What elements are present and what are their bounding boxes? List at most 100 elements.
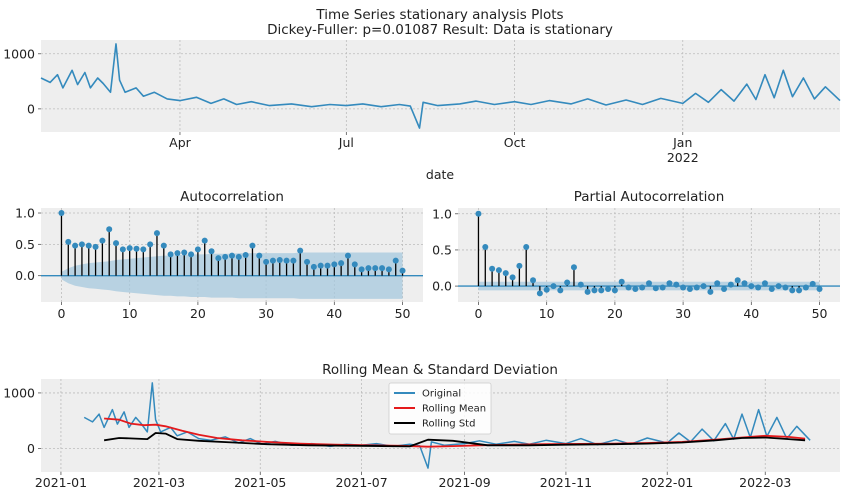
acf-marker xyxy=(379,265,386,272)
acf-marker xyxy=(385,266,392,273)
pacf-marker xyxy=(652,285,659,292)
acf-xtick-label: 30 xyxy=(258,306,274,321)
pacf-marker xyxy=(591,287,598,294)
pacf-xtick-label: 20 xyxy=(607,306,623,321)
pacf-marker xyxy=(523,244,530,251)
pacf-marker xyxy=(659,284,666,291)
pacf-marker xyxy=(536,290,543,297)
pacf-marker xyxy=(605,285,612,292)
pacf-marker xyxy=(475,210,482,217)
pacf-marker xyxy=(489,265,496,272)
rolling-xtick-label: 2021-05 xyxy=(234,475,286,490)
pacf-marker xyxy=(714,280,721,287)
acf-marker xyxy=(222,253,229,260)
rolling-xtick-label: 2022-03 xyxy=(739,475,791,490)
acf-marker xyxy=(249,242,256,249)
acf-title: Autocorrelation xyxy=(180,189,284,205)
acf-panel: Autocorrelation 0 10 20 30 40 50 0.0 0.5 1.0 xyxy=(15,189,423,321)
acf-marker xyxy=(344,252,351,259)
acf-marker xyxy=(113,240,120,247)
pacf-marker xyxy=(693,284,700,291)
pacf-marker xyxy=(761,280,768,287)
pacf-marker xyxy=(666,280,673,287)
pacf-marker xyxy=(611,287,618,294)
pacf-marker xyxy=(775,283,782,290)
acf-marker xyxy=(119,246,126,253)
acf-marker xyxy=(351,261,358,268)
acf-marker xyxy=(283,257,290,264)
timeseries-ytick-label: 1000 xyxy=(3,46,35,61)
rolling-ytick-label: 0 xyxy=(27,441,35,456)
pacf-marker xyxy=(686,285,693,292)
pacf-marker xyxy=(796,287,803,294)
timeseries-series-line xyxy=(40,43,841,129)
pacf-marker xyxy=(564,279,571,286)
rolling-title: Rolling Mean & Standard Deviation xyxy=(322,362,558,378)
pacf-xtick-label: 0 xyxy=(474,306,482,321)
timeseries-xtick-label: Oct xyxy=(504,135,526,150)
acf-marker xyxy=(392,257,399,264)
pacf-marker xyxy=(680,284,687,291)
acf-marker xyxy=(229,252,235,259)
rolling-legend-box xyxy=(388,382,492,435)
acf-marker xyxy=(181,249,188,256)
acf-marker xyxy=(215,255,222,262)
pacf-marker xyxy=(557,287,564,294)
pacf-marker xyxy=(707,288,714,295)
timeseries-xtick-sublabel: 2022 xyxy=(667,150,699,165)
timeseries-xtick-label: Apr xyxy=(169,135,191,150)
acf-marker xyxy=(140,246,147,253)
acf-xtick-label: 0 xyxy=(57,306,65,321)
rolling-legend-label: Rolling Std xyxy=(422,419,475,430)
rolling-legend-label: Original xyxy=(422,389,461,400)
pacf-xtick-label: 10 xyxy=(539,306,555,321)
acf-marker xyxy=(365,265,372,272)
pacf-panel: Partial Autocorrelation 0 10 20 30 40 50 0.0 0.5… xyxy=(432,189,840,321)
acf-marker xyxy=(399,267,406,274)
pacf-marker xyxy=(577,281,584,288)
timeseries-xtick-label: Jan xyxy=(672,135,692,150)
acf-marker xyxy=(72,242,79,249)
pacf-marker xyxy=(502,270,509,277)
acf-marker xyxy=(338,260,345,267)
pacf-marker xyxy=(755,284,762,291)
pacf-xtick-label: 40 xyxy=(743,306,759,321)
rolling-panel: Rolling Mean & Standard Deviation 2021-01… xyxy=(3,362,840,490)
rolling-xtick-label: 2021-11 xyxy=(540,475,592,490)
pacf-marker xyxy=(625,284,632,291)
acf-marker xyxy=(201,237,208,244)
acf-marker xyxy=(58,210,65,217)
rolling-original-line xyxy=(83,382,811,469)
pacf-marker xyxy=(789,287,796,294)
acf-marker xyxy=(160,242,167,249)
acf-marker xyxy=(235,253,242,260)
pacf-marker xyxy=(809,280,816,287)
acf-marker xyxy=(65,238,72,245)
acf-marker xyxy=(372,265,379,272)
figure-title-line1: Time Series stationary analysis Plots xyxy=(315,7,563,23)
pacf-marker xyxy=(782,284,789,291)
acf-xtick-label: 20 xyxy=(190,306,206,321)
acf-xtick-label: 50 xyxy=(395,306,411,321)
pacf-marker xyxy=(495,267,502,274)
figure-title-line2: Dickey-Fuller: p=0.01087 Result: Data is… xyxy=(267,22,613,38)
acf-xtick-label: 10 xyxy=(122,306,138,321)
pacf-marker xyxy=(748,283,755,290)
pacf-marker xyxy=(802,284,809,291)
pacf-marker xyxy=(632,285,639,292)
rolling-xtick-label: 2021-01 xyxy=(35,475,87,490)
pacf-marker xyxy=(516,262,523,269)
pacf-ytick-label: 0.0 xyxy=(432,279,452,294)
pacf-marker xyxy=(646,280,652,287)
rolling-legend-label: Rolling Mean xyxy=(422,404,486,415)
pacf-xtick-label: 50 xyxy=(812,306,828,321)
timeseries-xtick-label: Jul xyxy=(338,135,354,150)
pacf-marker xyxy=(700,283,707,290)
pacf-marker xyxy=(673,281,680,288)
pacf-marker xyxy=(543,286,550,293)
acf-marker xyxy=(167,251,174,258)
pacf-marker xyxy=(816,285,823,292)
acf-marker xyxy=(317,262,324,269)
